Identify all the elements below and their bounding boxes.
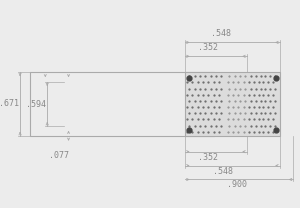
- Text: .352: .352: [198, 43, 218, 52]
- Text: .900: .900: [227, 180, 247, 189]
- Text: .548: .548: [211, 30, 231, 38]
- Text: .548: .548: [213, 167, 233, 176]
- Bar: [30, 72, 214, 136]
- Text: .594: .594: [26, 99, 46, 109]
- Text: .671: .671: [0, 99, 19, 109]
- Text: .077: .077: [49, 151, 69, 160]
- Text: .352: .352: [198, 153, 218, 162]
- Bar: [185, 72, 280, 136]
